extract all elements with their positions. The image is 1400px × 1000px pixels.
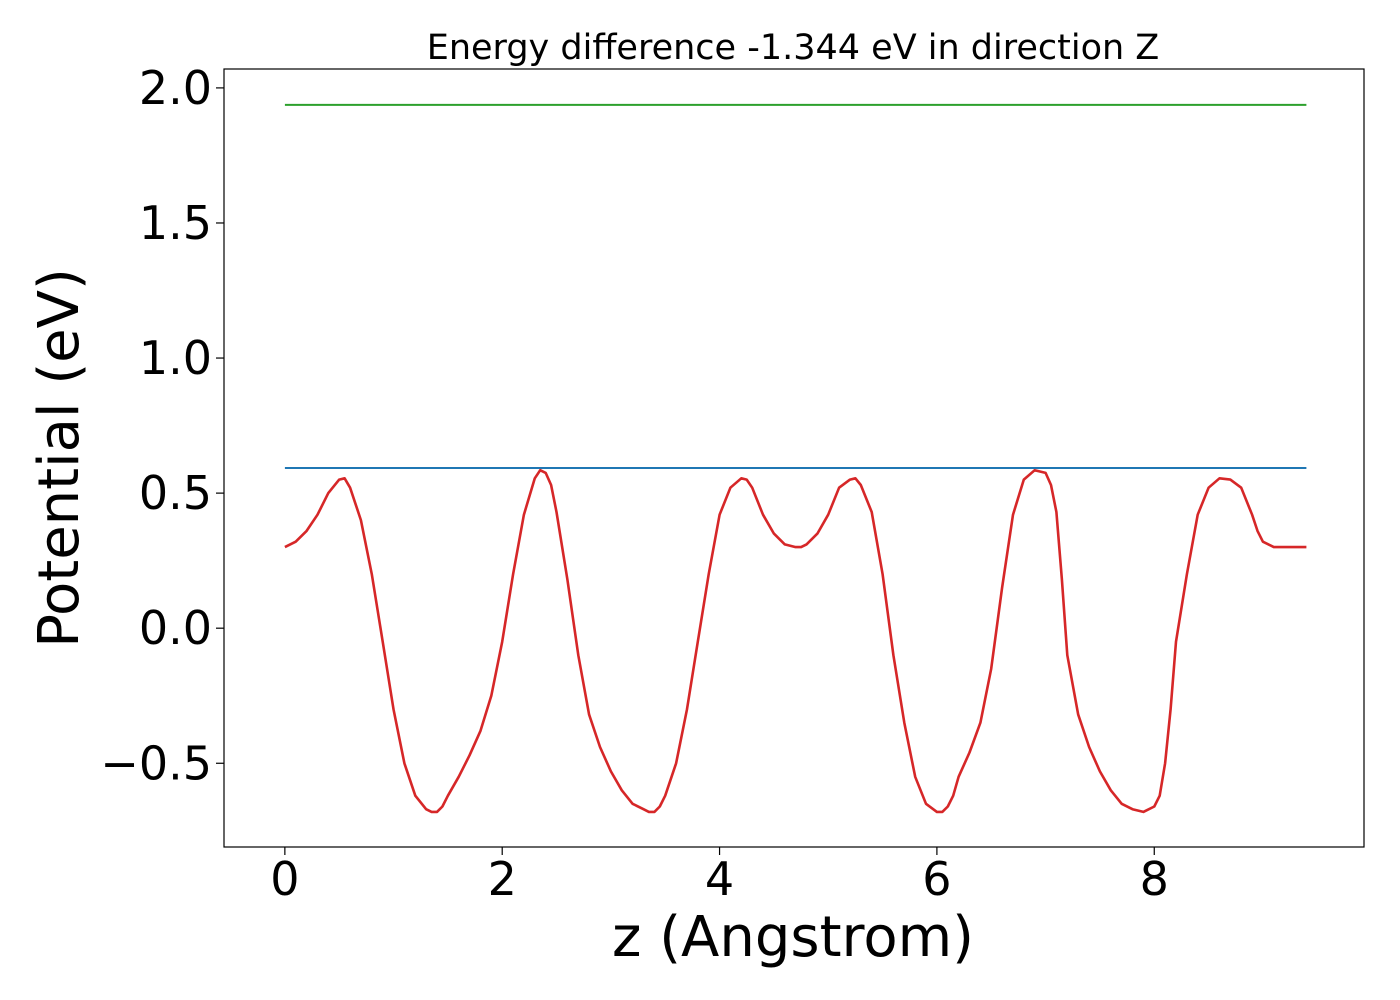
y-tick-label: 1.5 <box>139 196 212 250</box>
y-tick-label: −0.5 <box>100 736 212 790</box>
plot-frame <box>223 68 1365 848</box>
y-tick-label: 0.5 <box>139 466 212 520</box>
y-tick-label: 2.0 <box>139 61 212 115</box>
y-axis-label: Potential (eV) <box>27 268 92 648</box>
x-tick-label: 4 <box>705 852 734 906</box>
y-tick-label: 1.0 <box>139 331 212 385</box>
x-tick-label: 8 <box>1140 852 1169 906</box>
series-line-0 <box>284 468 1307 814</box>
x-axis-label: z (Angstrom) <box>612 905 974 970</box>
x-tick-label: 6 <box>922 852 951 906</box>
y-tick-label: 0.0 <box>139 601 212 655</box>
plot-area: 0 2 4 6 8 −0.5 0.0 0.5 1.0 1.5 2.0 <box>100 61 1365 906</box>
x-tick-label: 0 <box>270 852 299 906</box>
chart-title: Energy difference -1.344 eV in direction… <box>427 28 1160 68</box>
x-tick-label: 2 <box>488 852 517 906</box>
